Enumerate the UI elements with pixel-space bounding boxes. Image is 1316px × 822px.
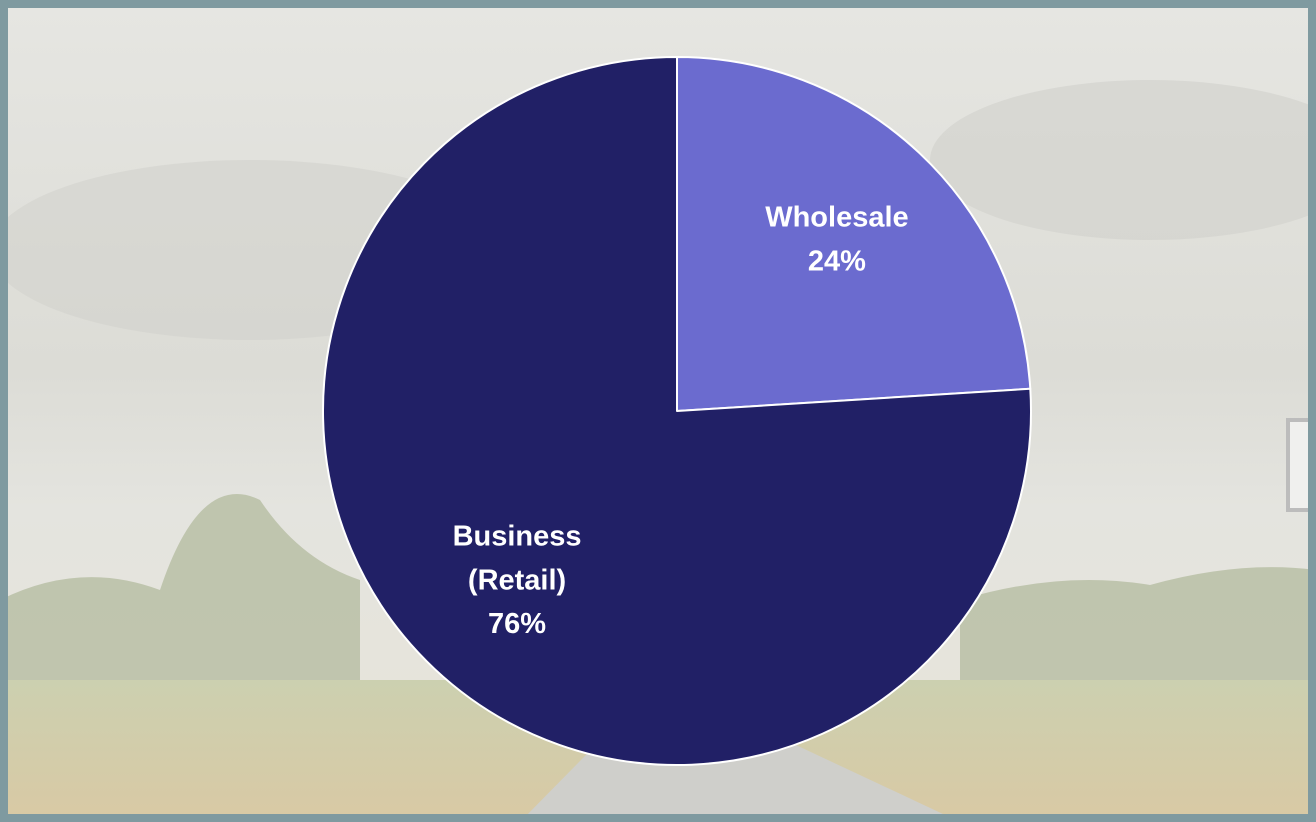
category-label: Wholesale <box>765 201 908 233</box>
pie-slice <box>676 56 1032 412</box>
slice-label: Business (Retail) 76% <box>453 520 582 640</box>
value-label: 24% <box>808 245 866 277</box>
pie-slice <box>322 56 1032 766</box>
category-label: Business (Retail) <box>453 520 582 596</box>
value-label: 76% <box>488 608 546 640</box>
slice-label: Wholesale 24% <box>765 201 908 277</box>
